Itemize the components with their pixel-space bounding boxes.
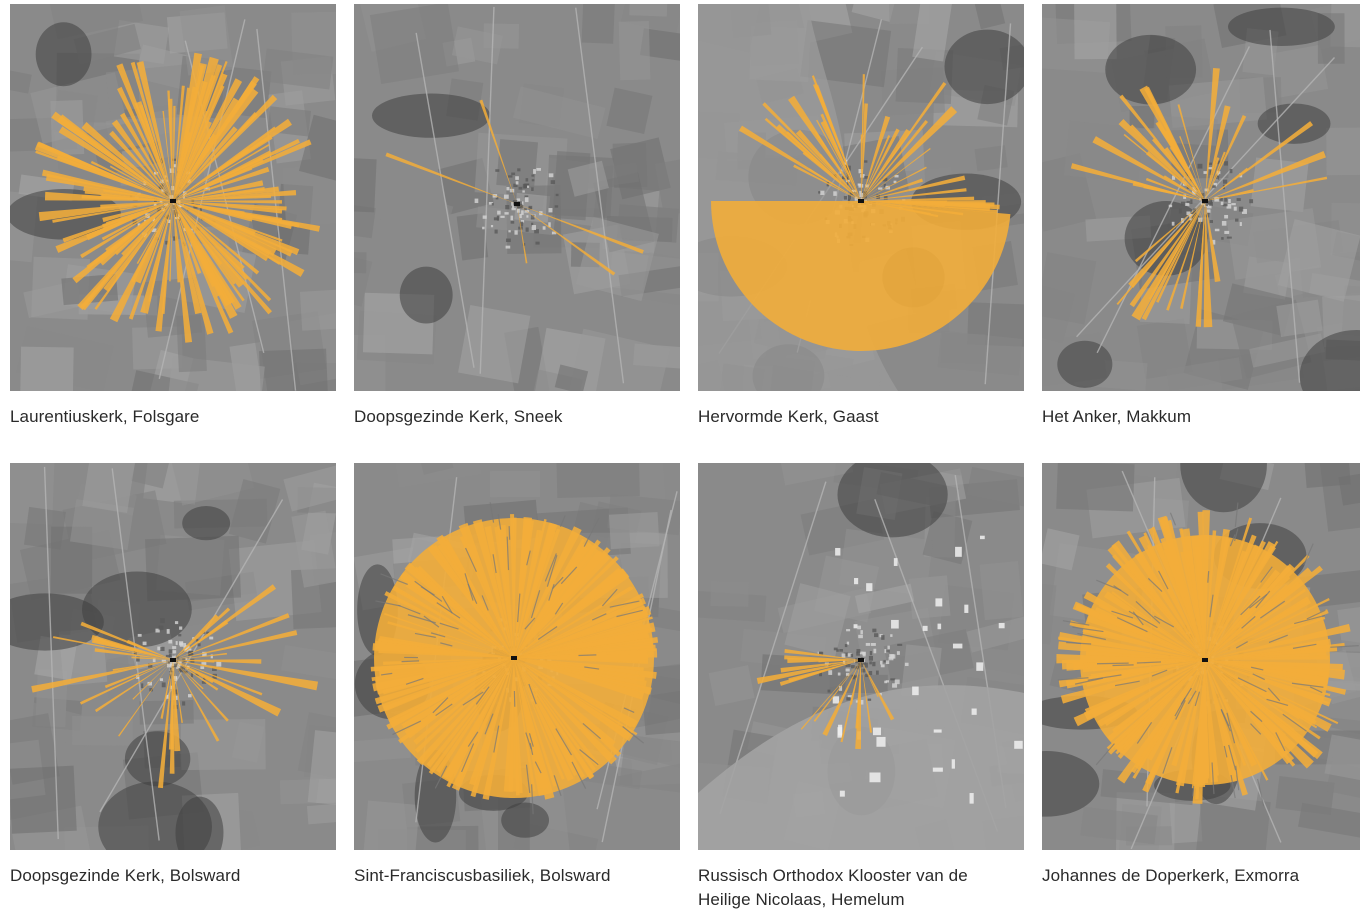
viewshed-map-image [698, 4, 1024, 391]
aerial-terrain [10, 463, 336, 850]
viewshed-map-image [698, 463, 1024, 850]
viewshed-map-image [1042, 4, 1360, 391]
viewshed-overlay [756, 649, 895, 750]
map-caption: Het Anker, Makkum [1042, 407, 1192, 426]
church-marker [858, 199, 864, 203]
viewshed-map [354, 463, 680, 850]
viewshed-overlay [370, 502, 659, 815]
viewshed-map-image [354, 4, 680, 391]
map-panel: Doopsgezinde Kerk, Bolsward [10, 463, 336, 888]
viewshed-map-image [1042, 463, 1360, 850]
map-panel: Doopsgezinde Kerk, Sneek [354, 4, 680, 429]
map-panel: Sint-Franciscusbasiliek, Bolsward [354, 463, 680, 888]
viewshed-map [698, 4, 1024, 391]
viewshed-map [10, 463, 336, 850]
map-caption: Russisch Orthodox Klooster van de Heilig… [698, 866, 968, 909]
viewshed-overlay [1056, 502, 1359, 807]
viewshed-map [698, 463, 1024, 850]
viewshed-map [10, 4, 336, 391]
map-panel: Johannes de Doperkerk, Exmorra [1042, 463, 1360, 888]
church-marker [858, 658, 864, 662]
aerial-terrain [698, 463, 1024, 850]
viewshed-map-image [354, 463, 680, 850]
viewshed-overlay [711, 74, 1011, 352]
map-caption: Doopsgezinde Kerk, Sneek [354, 407, 563, 426]
viewshed-map [1042, 4, 1360, 391]
church-marker [1202, 199, 1208, 203]
church-marker [514, 202, 520, 206]
viewshed-overlay [31, 584, 319, 789]
aerial-terrain [354, 4, 680, 391]
viewshed-map [1042, 463, 1360, 850]
map-panel: Laurentiuskerk, Folsgare [10, 4, 336, 429]
map-caption: Johannes de Doperkerk, Exmorra [1042, 866, 1300, 885]
map-panel: Russisch Orthodox Klooster van de Heilig… [698, 463, 1024, 912]
map-caption: Sint-Franciscusbasiliek, Bolsward [354, 866, 611, 885]
viewshed-overlay [34, 52, 320, 343]
viewshed-overlay [385, 99, 644, 276]
church-marker [1202, 658, 1208, 662]
map-caption: Doopsgezinde Kerk, Bolsward [10, 866, 241, 885]
viewshed-overlay [1070, 67, 1328, 328]
viewshed-map-image [10, 4, 336, 391]
aerial-terrain [1042, 4, 1360, 391]
church-marker [170, 658, 176, 662]
map-caption: Hervormde Kerk, Gaast [698, 407, 879, 426]
map-panel: Het Anker, Makkum [1042, 4, 1360, 429]
map-panel: Hervormde Kerk, Gaast [698, 4, 1024, 429]
church-marker [170, 199, 176, 203]
viewshed-map-image [10, 463, 336, 850]
viewshed-map [354, 4, 680, 391]
church-marker [511, 656, 517, 660]
map-caption: Laurentiuskerk, Folsgare [10, 407, 200, 426]
